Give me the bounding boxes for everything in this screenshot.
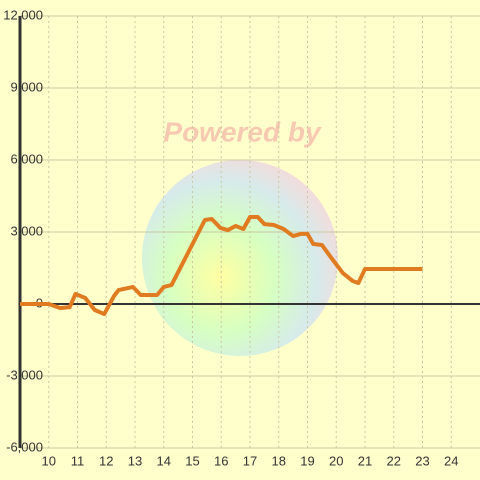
x-tick-label: 17 bbox=[243, 453, 257, 468]
x-tick-label: 21 bbox=[358, 453, 372, 468]
y-tick-label: -6,000 bbox=[6, 439, 43, 454]
x-tick-label: 16 bbox=[214, 453, 228, 468]
x-tick-label: 13 bbox=[128, 453, 142, 468]
watermark-logo bbox=[142, 160, 338, 356]
x-tick-label: 12 bbox=[99, 453, 113, 468]
y-tick-label: 12,000 bbox=[3, 7, 43, 22]
x-tick-label: 22 bbox=[387, 453, 401, 468]
x-tick-label: 18 bbox=[272, 453, 286, 468]
x-tick-label: 14 bbox=[157, 453, 171, 468]
y-tick-label: 9,000 bbox=[10, 79, 43, 94]
watermark: Powered by bbox=[163, 116, 322, 147]
y-tick-label: 3,000 bbox=[10, 223, 43, 238]
y-tick-label: -3,000 bbox=[6, 367, 43, 382]
x-tick-label: 24 bbox=[444, 453, 458, 468]
x-tick-label: 23 bbox=[415, 453, 429, 468]
x-tick-label: 19 bbox=[300, 453, 314, 468]
x-tick-label: 15 bbox=[185, 453, 199, 468]
x-tick-label: 20 bbox=[329, 453, 343, 468]
data-line bbox=[20, 215, 423, 317]
y-tick-label: 6,000 bbox=[10, 151, 43, 166]
x-tick-label: 10 bbox=[42, 453, 56, 468]
x-tick-label: 11 bbox=[71, 453, 85, 468]
